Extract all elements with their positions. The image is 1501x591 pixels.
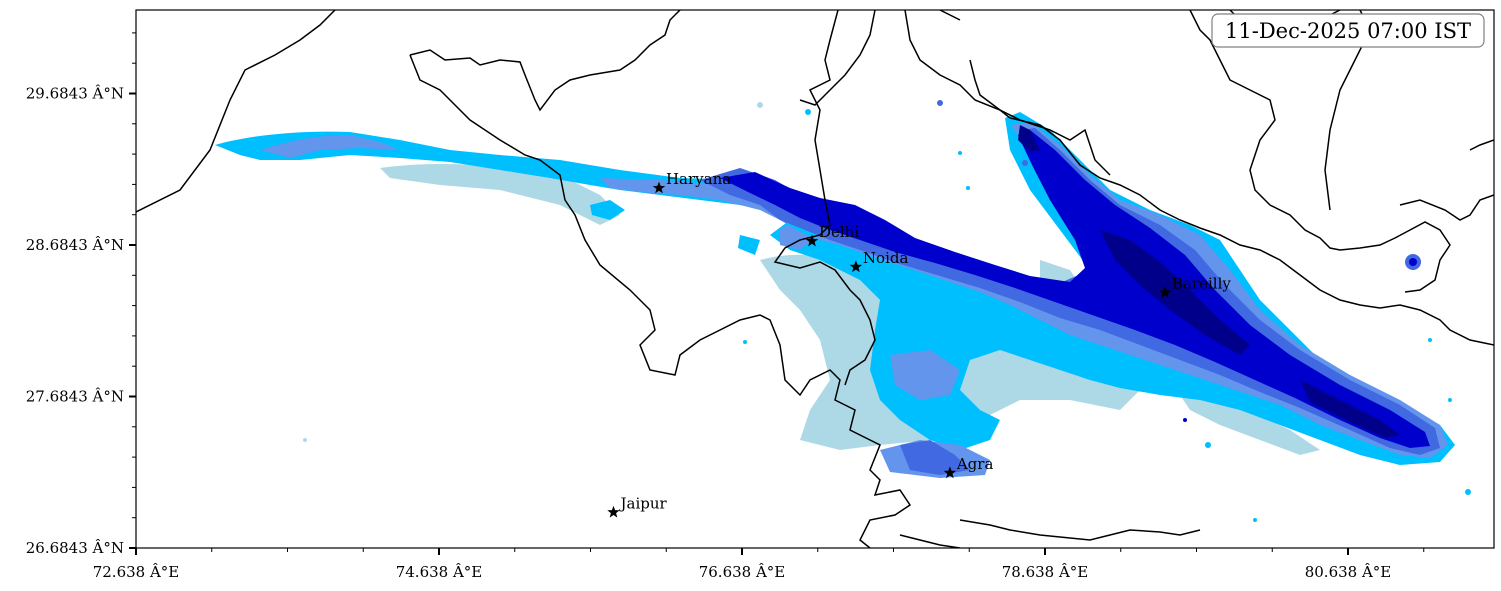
city-marker-bareilly: Bareilly: [1158, 275, 1231, 298]
city-label: Jaipur: [619, 494, 668, 512]
city-label: Haryana: [666, 170, 731, 188]
x-tick-label: 78.638 Â°E: [1002, 563, 1089, 581]
y-tick-label: 29.6843 Â°N: [26, 85, 124, 103]
map-frame: [135, 9, 1495, 549]
axis-ticks: 72.638 Â°E 74.638 Â°E 76.638 Â°E 78.638 Â°E…: [26, 32, 1425, 581]
y-tick-label: 26.6843 Â°N: [26, 539, 124, 557]
x-tick-label: 72.638 Â°E: [93, 563, 180, 581]
city-marker-noida: Noida: [849, 249, 909, 273]
city-label: Noida: [863, 249, 909, 267]
city-label: Bareilly: [1172, 275, 1231, 293]
precip-layer-very-high: [720, 130, 1430, 448]
x-tick-label: 80.638 Â°E: [1305, 563, 1392, 581]
city-marker-haryana: Haryana: [652, 170, 731, 194]
city-label: Agra: [956, 455, 994, 473]
timestamp-box: 11-Dec-2025 07:00 IST: [1211, 13, 1485, 48]
precip-layer-low: [215, 112, 1455, 465]
star-icon: [805, 234, 819, 247]
x-tick-label: 76.638 Â°E: [699, 563, 786, 581]
city-marker-jaipur: Jaipur: [607, 494, 668, 518]
star-icon: [607, 505, 620, 518]
star-icon: [943, 466, 956, 479]
x-tick-label: 74.638 Â°E: [396, 563, 483, 581]
y-tick-label: 28.6843 Â°N: [26, 236, 124, 254]
city-marker-delhi: Delhi: [805, 223, 859, 247]
city-marker-agra: Agra: [943, 455, 994, 479]
star-icon: [652, 181, 666, 194]
precip-scattered-cells: [303, 100, 1471, 522]
city-label: Delhi: [819, 223, 859, 241]
y-tick-label: 27.6843 Â°N: [26, 388, 124, 406]
star-icon: [1158, 286, 1172, 298]
star-icon: [849, 260, 863, 273]
precip-layer-max: [1018, 125, 1400, 438]
timestamp-label: 11-Dec-2025 07:00 IST: [1225, 19, 1471, 43]
state-borders: [136, 10, 1494, 548]
